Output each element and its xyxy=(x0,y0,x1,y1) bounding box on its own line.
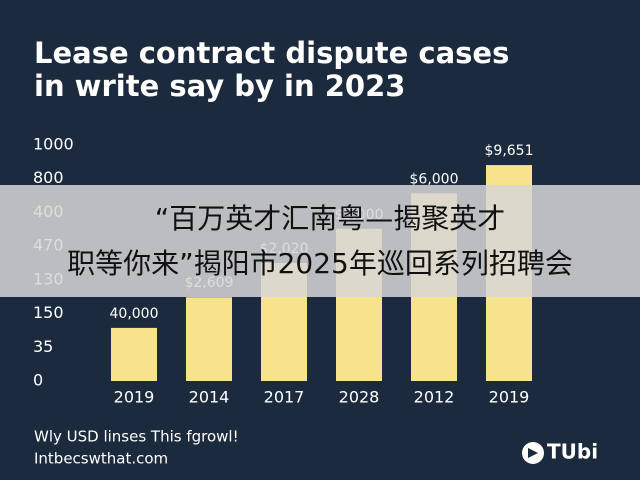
footer: Wly USD linses This fgrowl! xyxy=(34,428,239,446)
chart-title: in write say by in 2023 xyxy=(34,69,405,103)
chart-title: Lease contract dispute cases xyxy=(34,36,509,70)
x-tick-label: 2019 xyxy=(489,388,530,407)
x-tick-label: 2028 xyxy=(339,388,380,407)
y-tick-label: 1000 xyxy=(33,135,74,154)
x-tick-label: 2012 xyxy=(414,388,455,407)
x-tick-label: 2017 xyxy=(264,388,305,407)
bar-annotation: 40,000 xyxy=(110,306,159,322)
x-tick-label: 2014 xyxy=(189,388,230,407)
banner-text: “百万英才汇南粤—揭聚英才 xyxy=(155,202,506,235)
x-tick-label: 2019 xyxy=(114,388,155,407)
y-tick-label: 800 xyxy=(33,168,64,187)
banner-text: 职等你来”揭阳市2025年巡回系列招聘会 xyxy=(67,247,573,280)
y-tick-label: 0 xyxy=(33,371,43,390)
bar-annotation: $9,651 xyxy=(485,143,534,159)
banner-overlay xyxy=(0,185,640,297)
bar xyxy=(111,327,157,381)
logo: TUbi xyxy=(547,440,598,464)
bar xyxy=(186,297,232,381)
y-tick-label: 35 xyxy=(33,337,53,356)
source: Intbecswthat.com xyxy=(34,450,168,468)
bar-annotation: $6,000 xyxy=(410,171,459,187)
logo-icon-arrow xyxy=(528,448,538,458)
y-tick-label: 150 xyxy=(33,303,64,322)
